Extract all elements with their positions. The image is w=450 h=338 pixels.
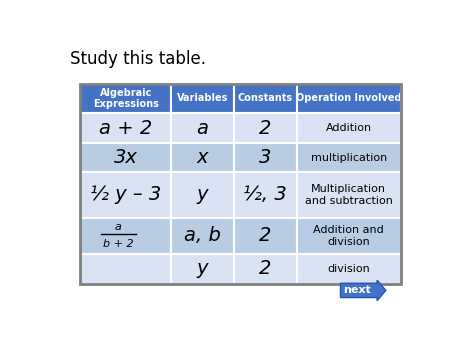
Bar — [171, 172, 234, 218]
Text: Variables: Variables — [177, 94, 229, 103]
Bar — [234, 143, 297, 172]
Text: 3x: 3x — [114, 148, 138, 167]
Text: y: y — [197, 185, 208, 204]
Bar — [171, 83, 234, 114]
Bar — [171, 254, 234, 284]
Text: a: a — [115, 222, 122, 233]
Bar — [80, 172, 171, 218]
Text: Addition and
division: Addition and division — [313, 225, 384, 246]
Bar — [297, 83, 401, 114]
Bar — [297, 143, 401, 172]
Text: ½, 3: ½, 3 — [243, 185, 287, 204]
Text: Operation Involved: Operation Involved — [296, 94, 401, 103]
Text: Algebraic
Expressions: Algebraic Expressions — [93, 88, 158, 109]
Text: a: a — [197, 119, 209, 138]
Polygon shape — [341, 280, 386, 301]
Bar — [297, 114, 401, 143]
Bar — [171, 218, 234, 254]
Bar — [297, 218, 401, 254]
Bar — [171, 143, 234, 172]
Bar — [80, 83, 171, 114]
Bar — [297, 254, 401, 284]
Text: b + 2: b + 2 — [103, 239, 134, 248]
Text: Study this table.: Study this table. — [70, 50, 206, 68]
Text: Constants: Constants — [238, 94, 293, 103]
Text: y: y — [197, 260, 208, 279]
Bar — [234, 254, 297, 284]
Bar — [297, 172, 401, 218]
Bar — [234, 218, 297, 254]
Bar — [234, 83, 297, 114]
Bar — [234, 172, 297, 218]
Text: a, b: a, b — [184, 226, 221, 245]
Bar — [80, 114, 171, 143]
Text: ½ y – 3: ½ y – 3 — [90, 185, 161, 204]
Text: 2: 2 — [259, 119, 271, 138]
Bar — [80, 143, 171, 172]
Bar — [80, 83, 401, 284]
Text: x: x — [197, 148, 208, 167]
Bar — [171, 114, 234, 143]
Text: a + 2: a + 2 — [99, 119, 152, 138]
Text: 2: 2 — [259, 226, 271, 245]
Bar — [80, 254, 171, 284]
Text: Multiplication
and subtraction: Multiplication and subtraction — [305, 184, 392, 206]
Text: division: division — [327, 264, 370, 274]
Text: 3: 3 — [259, 148, 271, 167]
Bar — [80, 218, 171, 254]
Text: next: next — [343, 285, 371, 295]
Text: Addition: Addition — [326, 123, 372, 134]
Text: 2: 2 — [259, 260, 271, 279]
Bar — [234, 114, 297, 143]
Text: multiplication: multiplication — [310, 153, 387, 163]
